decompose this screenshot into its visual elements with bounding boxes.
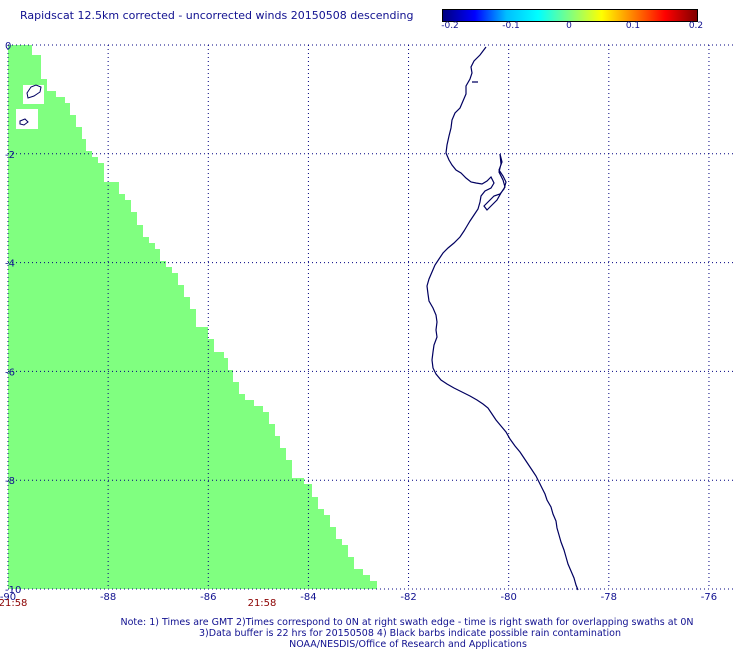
y-tick-label: -8 [5,476,15,487]
gulf-islands [472,81,507,211]
footnote-line: Note: 1) Times are GMT 2)Times correspon… [120,617,694,628]
y-tick-label: -2 [5,150,15,161]
colorbar-tick: -0.1 [502,21,520,31]
x-tick-label: -80 [501,592,517,603]
y-tick-label: -10 [5,585,21,596]
y-tick-label: 0 [5,41,11,52]
chart-title: Rapidscat 12.5km corrected - uncorrected… [20,9,414,22]
footnote-line: 3)Data buffer is 22 hrs for 20150508 4) … [199,628,621,639]
island-outline [19,118,29,126]
colorbar-tick: -0.2 [441,21,459,31]
footnote-line: NOAA/NESDIS/Office of Research and Appli… [289,639,527,650]
coastline [426,46,579,591]
x-tick-label: -90 [0,592,16,603]
x-tick-label: -78 [601,592,617,603]
time-label: 21:58 [0,598,27,609]
island-outline [26,84,42,99]
island-outlines [19,84,42,126]
swath-gap [16,109,38,129]
colorbar-tick: 0.2 [688,21,704,31]
grid-lines [7,44,734,590]
colorbar-tick: 0.1 [625,21,641,31]
y-axis-ticks: 0 -2 -4 -6 -8 -10 [5,41,21,596]
colorbar [442,9,698,22]
y-tick-label: -6 [5,367,15,378]
swath-fill [8,45,377,589]
x-tick-label: -82 [400,592,416,603]
y-tick-label: -4 [5,259,15,270]
x-tick-label: -86 [200,592,216,603]
colorbar-tick: 0 [566,21,572,31]
data-swath [8,45,377,589]
x-tick-label: -84 [300,592,316,603]
time-label: 21:58 [248,598,277,609]
x-tick-label: -88 [100,592,116,603]
x-tick-label: -76 [701,592,717,603]
x-axis-ticks: -90 -88 -86 -84 -82 -80 -78 -76 [0,592,717,603]
